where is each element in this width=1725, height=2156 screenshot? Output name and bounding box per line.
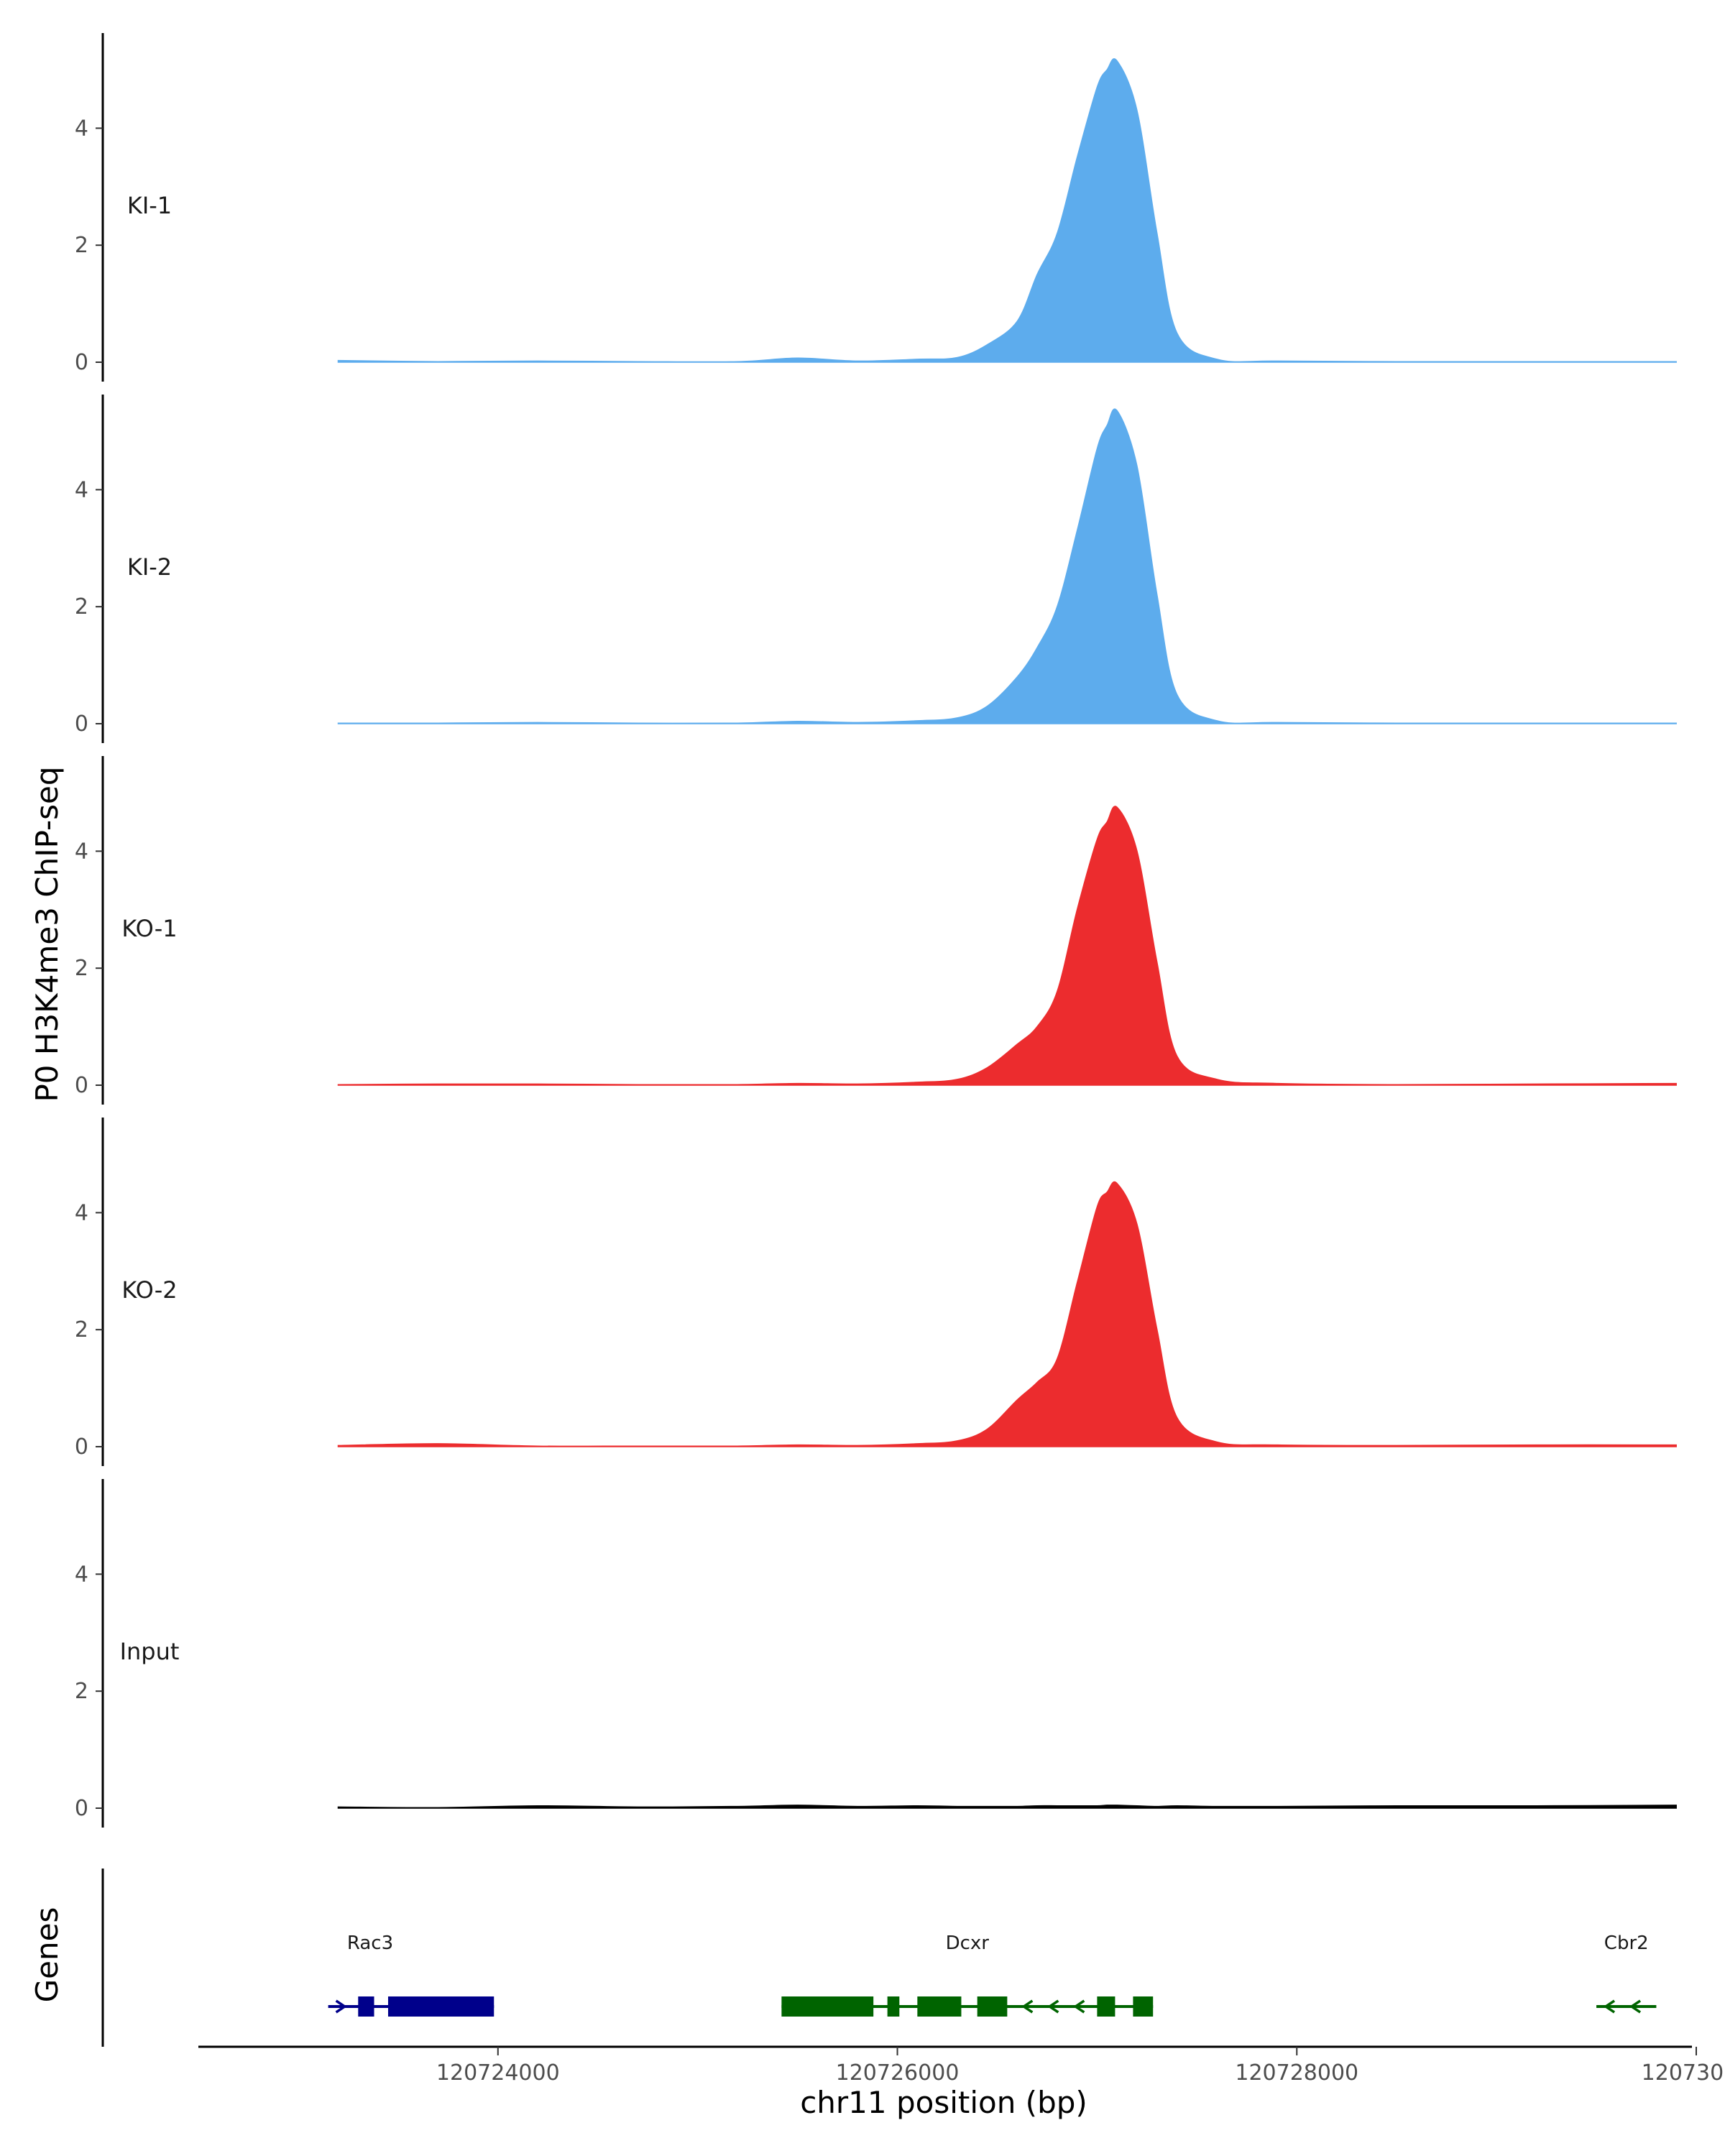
x-axis: 120724000 120726000 120728000 12073000 — [198, 2045, 1725, 2086]
exon-block — [977, 1996, 1008, 2017]
track-ki-2: 0 2 4 KI-2 — [75, 395, 1677, 743]
track-ko-1: 0 2 4 KO-1 — [75, 756, 1677, 1105]
track-label: KI-2 — [127, 553, 172, 581]
x-tick-label: 120728000 — [1235, 2060, 1358, 2086]
y-tick-label: 4 — [75, 839, 88, 864]
y-tick-label: 4 — [75, 116, 88, 141]
track-ko-2: 0 2 4 KO-2 — [75, 1118, 1677, 1466]
strand-arrow-icon — [1021, 1999, 1034, 2014]
signal-area — [337, 58, 1677, 363]
gene-label: Dcxr — [946, 1932, 990, 1954]
exon-block — [887, 1996, 900, 2017]
strand-arrow-icon — [335, 1999, 347, 2014]
strand-arrow-icon — [1073, 1999, 1085, 2014]
gene-rac3: Rac3 — [328, 1932, 494, 2017]
y-tick-label: 4 — [75, 1200, 88, 1225]
y-tick-label: 0 — [75, 711, 88, 737]
y-tick-label: 2 — [75, 594, 88, 619]
signal-area — [337, 408, 1677, 724]
gene-label: Rac3 — [347, 1932, 393, 1954]
track-label: KO-1 — [121, 915, 177, 942]
gene-annotation-panel: Rac3 Dcxr Cbr2 — [101, 1869, 1657, 2047]
track-label: KO-2 — [121, 1276, 177, 1304]
strand-arrow-icon — [1629, 1999, 1642, 2014]
y-tick-label: 2 — [75, 956, 88, 981]
exon-block — [1097, 1996, 1116, 2017]
genes-axis-title: Genes — [29, 1907, 65, 2003]
y-tick-label: 0 — [75, 350, 88, 375]
gene-label: Cbr2 — [1604, 1932, 1649, 1954]
y-tick-label: 0 — [75, 1796, 88, 1821]
y-tick-label: 0 — [75, 1073, 88, 1098]
exon-block — [358, 1996, 374, 2017]
exon-block — [917, 1996, 962, 2017]
signal-area — [337, 1805, 1677, 1809]
track-label: KI-1 — [127, 192, 172, 219]
strand-arrow-icon — [1047, 1999, 1059, 2014]
y-tick-label: 4 — [75, 1562, 88, 1587]
exon-block — [781, 1996, 874, 2017]
y-tick-label: 2 — [75, 1679, 88, 1704]
track-label: Input — [120, 1638, 180, 1665]
signal-tracks: 0 2 4 KI-1 0 2 4 KI-2 0 2 4 KO-1 0 2 4 KO-2 0 2 4 Input — [75, 33, 1677, 1828]
track-input: 0 2 4 Input — [75, 1479, 1677, 1828]
gene-cbr2: Cbr2 — [1596, 1932, 1657, 2014]
y-tick-label: 2 — [75, 233, 88, 258]
x-tick-label: 12073000 — [1642, 2060, 1725, 2086]
gene-dcxr: Dcxr — [781, 1932, 1154, 2017]
x-tick-label: 120726000 — [836, 2060, 960, 2086]
x-axis-title: chr11 position (bp) — [800, 2085, 1087, 2120]
strand-arrow-icon — [1603, 1999, 1616, 2014]
y-tick-label: 2 — [75, 1317, 88, 1342]
y-tick-label: 0 — [75, 1434, 88, 1460]
y-tick-label: 4 — [75, 477, 88, 502]
signal-area — [337, 1181, 1677, 1447]
y-axis-title: P0 H3K4me3 ChIP-seq — [29, 766, 65, 1102]
exon-block — [387, 1996, 494, 2017]
x-tick-label: 120724000 — [436, 2060, 560, 2086]
track-ki-1: 0 2 4 KI-1 — [75, 33, 1677, 382]
exon-block — [1133, 1996, 1154, 2017]
signal-area — [337, 806, 1677, 1086]
